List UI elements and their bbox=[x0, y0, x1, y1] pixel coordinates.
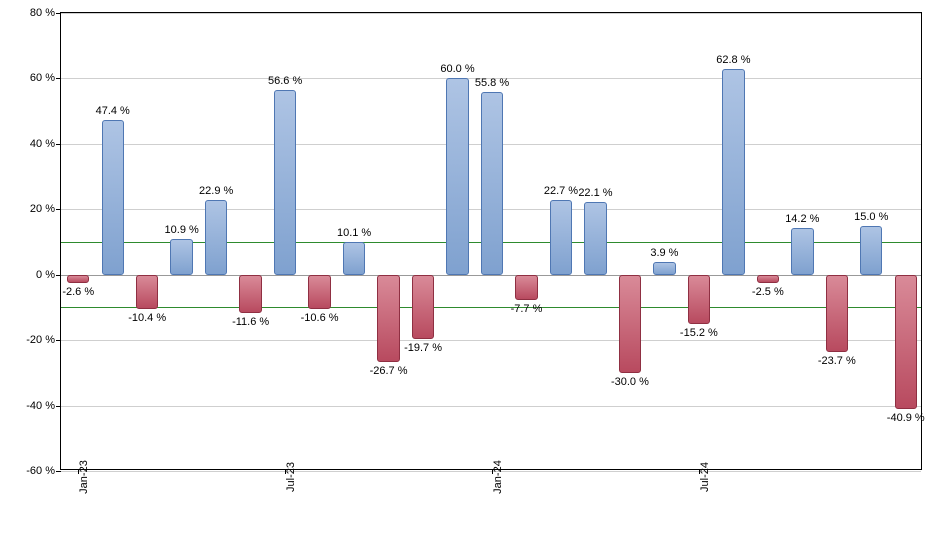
bar bbox=[102, 120, 124, 275]
bar-value-label: 55.8 % bbox=[475, 77, 509, 89]
bar-value-label: -2.6 % bbox=[62, 286, 94, 298]
bar-value-label: 10.1 % bbox=[337, 227, 371, 239]
bar bbox=[170, 239, 192, 275]
bar bbox=[205, 200, 227, 275]
bar bbox=[274, 90, 296, 275]
gridline bbox=[61, 471, 921, 472]
bar bbox=[791, 228, 813, 274]
y-tick bbox=[56, 78, 61, 79]
bar-value-label: -30.0 % bbox=[611, 376, 649, 388]
bar-value-label: -26.7 % bbox=[370, 365, 408, 377]
y-tick bbox=[56, 471, 61, 472]
bar-value-label: 10.9 % bbox=[165, 224, 199, 236]
bar-value-label: 47.4 % bbox=[96, 105, 130, 117]
y-tick-label: 0 % bbox=[36, 269, 55, 281]
bar bbox=[481, 92, 503, 275]
y-tick bbox=[56, 340, 61, 341]
bar bbox=[619, 275, 641, 373]
x-tick-label: Jul-23 bbox=[285, 462, 297, 492]
gridline bbox=[61, 406, 921, 407]
bar bbox=[722, 69, 744, 274]
bar bbox=[515, 275, 537, 300]
bar bbox=[67, 275, 89, 284]
bar bbox=[860, 226, 882, 275]
bar-value-label: -40.9 % bbox=[887, 412, 925, 424]
y-tick bbox=[56, 209, 61, 210]
x-tick-label: Jan-23 bbox=[78, 460, 90, 494]
bar-value-label: -10.6 % bbox=[301, 312, 339, 324]
bar-value-label: -15.2 % bbox=[680, 327, 718, 339]
bar bbox=[136, 275, 158, 309]
bar-value-label: 15.0 % bbox=[854, 211, 888, 223]
plot-area: -60 %-40 %-20 %0 %20 %40 %60 %80 %-2.6 %… bbox=[60, 12, 922, 470]
y-tick bbox=[56, 275, 61, 276]
y-tick-label: 20 % bbox=[30, 203, 55, 215]
bar bbox=[688, 275, 710, 325]
bar-value-label: 22.9 % bbox=[199, 185, 233, 197]
bar bbox=[343, 242, 365, 275]
bar bbox=[412, 275, 434, 339]
x-tick-label: Jul-24 bbox=[699, 462, 711, 492]
bar-value-label: -11.6 % bbox=[232, 316, 269, 328]
bar-value-label: -2.5 % bbox=[752, 286, 784, 298]
reference-line bbox=[61, 307, 921, 308]
bar-value-label: 3.9 % bbox=[650, 247, 678, 259]
y-tick-label: -40 % bbox=[26, 400, 55, 412]
bar-value-label: -19.7 % bbox=[404, 342, 442, 354]
bar bbox=[308, 275, 330, 310]
bar bbox=[757, 275, 779, 283]
bar-value-label: 22.1 % bbox=[578, 187, 612, 199]
gridline bbox=[61, 340, 921, 341]
bar bbox=[239, 275, 261, 313]
gridline bbox=[61, 275, 921, 276]
bar bbox=[895, 275, 917, 409]
y-tick-label: 40 % bbox=[30, 138, 55, 150]
bar-value-label: -7.7 % bbox=[511, 303, 543, 315]
bar-value-label: 60.0 % bbox=[440, 63, 474, 75]
bar bbox=[826, 275, 848, 353]
bar bbox=[550, 200, 572, 274]
chart-container: -60 % -40 % -20 % 0 % 20 % 40 % 60 % 80 % -2.6 %… bbox=[0, 0, 940, 550]
bar-value-label: -23.7 % bbox=[818, 355, 856, 367]
y-tick-label: -20 % bbox=[26, 334, 55, 346]
bar bbox=[446, 78, 468, 274]
y-tick-label: -60 % bbox=[26, 465, 55, 477]
gridline bbox=[61, 13, 921, 14]
bar bbox=[653, 262, 675, 275]
bar bbox=[377, 275, 399, 362]
bar-value-label: 62.8 % bbox=[716, 54, 750, 66]
bar bbox=[584, 202, 606, 274]
bar-value-label: 22.7 % bbox=[544, 185, 578, 197]
y-tick bbox=[56, 144, 61, 145]
y-tick-label: 80 % bbox=[30, 7, 55, 19]
bar-value-label: 56.6 % bbox=[268, 75, 302, 87]
y-tick-label: 60 % bbox=[30, 72, 55, 84]
x-tick-label: Jan-24 bbox=[492, 460, 504, 494]
bar-value-label: -10.4 % bbox=[128, 312, 166, 324]
bar-value-label: 14.2 % bbox=[785, 213, 819, 225]
y-tick bbox=[56, 406, 61, 407]
y-tick bbox=[56, 13, 61, 14]
